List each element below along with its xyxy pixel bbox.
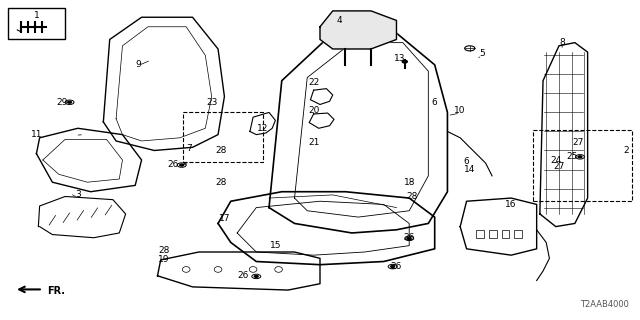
- Text: 29: 29: [56, 99, 68, 108]
- Text: 27: 27: [553, 162, 564, 171]
- Bar: [489, 230, 497, 238]
- Text: 6: 6: [432, 99, 438, 108]
- Circle shape: [578, 156, 582, 158]
- Text: 28: 28: [216, 146, 227, 155]
- Text: 5: 5: [479, 49, 485, 58]
- Circle shape: [68, 101, 72, 103]
- Text: 12: 12: [257, 124, 268, 133]
- Text: 3: 3: [75, 190, 81, 199]
- Polygon shape: [320, 11, 396, 49]
- Text: 28: 28: [158, 246, 170, 255]
- Bar: [502, 230, 509, 238]
- Text: 18: 18: [403, 178, 415, 187]
- Text: 8: 8: [559, 38, 565, 47]
- Circle shape: [407, 237, 411, 239]
- Text: 22: 22: [308, 78, 319, 87]
- Text: 17: 17: [219, 214, 230, 223]
- Text: 26: 26: [391, 262, 402, 271]
- Text: FR.: FR.: [47, 286, 65, 296]
- Circle shape: [180, 164, 184, 166]
- Text: 27: 27: [572, 138, 584, 147]
- Text: 20: 20: [308, 106, 319, 115]
- Circle shape: [402, 60, 407, 63]
- Text: 15: 15: [269, 241, 281, 250]
- Text: 25: 25: [566, 152, 577, 161]
- Text: 23: 23: [206, 99, 218, 108]
- Text: 2: 2: [623, 146, 628, 155]
- Circle shape: [391, 266, 394, 268]
- Text: 28: 28: [216, 178, 227, 187]
- Bar: [534, 130, 632, 201]
- Text: 6: 6: [464, 157, 469, 166]
- Text: 26: 26: [404, 233, 415, 242]
- Text: 9: 9: [136, 60, 141, 69]
- Bar: [183, 112, 262, 162]
- Text: 14: 14: [464, 165, 476, 174]
- Text: 28: 28: [406, 192, 418, 201]
- Bar: [8, 8, 65, 39]
- Text: 24: 24: [550, 156, 561, 164]
- Text: 21: 21: [308, 138, 319, 147]
- Bar: [476, 230, 484, 238]
- Text: 16: 16: [506, 200, 517, 209]
- Text: 4: 4: [336, 16, 342, 25]
- Text: 19: 19: [158, 255, 170, 264]
- Text: 13: 13: [394, 54, 405, 63]
- Text: 7: 7: [186, 144, 192, 153]
- Text: 10: 10: [454, 106, 466, 115]
- Text: 1: 1: [33, 11, 39, 20]
- Text: 26: 26: [238, 271, 249, 280]
- Bar: [515, 230, 522, 238]
- Circle shape: [254, 276, 258, 277]
- Text: 26: 26: [168, 160, 179, 169]
- Text: T2AAB4000: T2AAB4000: [580, 300, 629, 309]
- Text: 11: 11: [31, 130, 42, 139]
